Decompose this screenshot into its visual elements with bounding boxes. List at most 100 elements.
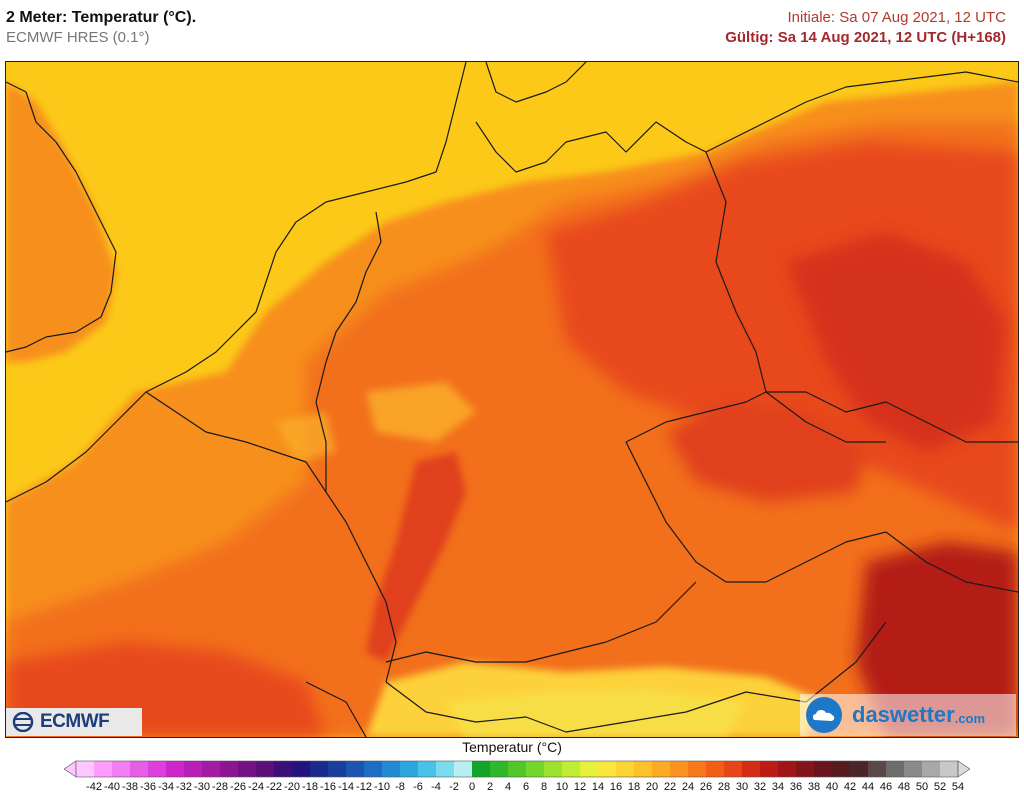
temperature-map[interactable]: [5, 61, 1019, 738]
alps-band-inner: [446, 690, 746, 737]
legend-tick-label: -12: [356, 781, 372, 793]
border-alps: [385, 621, 887, 733]
legend-tick-label: 46: [879, 781, 893, 793]
legend-tick-label: 30: [735, 781, 749, 793]
legend-swatch: [400, 761, 419, 777]
legend-tick-label: -34: [158, 781, 174, 793]
border-de-fr: [315, 361, 397, 683]
daswetter-logo-text: daswetter: [852, 702, 955, 727]
legend-tick-label: 0: [468, 781, 476, 793]
ecmwf-logo: ECMWF: [6, 708, 142, 736]
legend-swatch: [274, 761, 293, 777]
border-sk-hu: [885, 531, 1018, 593]
header-right: Initiale: Sa 07 Aug 2021, 12 UTC Gültig:…: [725, 8, 1006, 48]
legend-tick-label: 48: [897, 781, 911, 793]
legend-tick-label: 40: [825, 781, 839, 793]
header-left: 2 Meter: Temperatur (°C). ECMWF HRES (0.…: [6, 8, 196, 48]
legend-tick-label: 16: [609, 781, 623, 793]
legend-swatch: [598, 761, 617, 777]
legend-tick-label: 38: [807, 781, 821, 793]
legend-swatch: [580, 761, 599, 777]
legend-tick-label: -4: [431, 781, 441, 793]
legend-swatch: [814, 761, 833, 777]
legend-swatch: [202, 761, 221, 777]
legend-swatch: [940, 761, 959, 777]
legend-tick-label: -30: [194, 781, 210, 793]
legend-swatch: [112, 761, 131, 777]
legend-tick-label: -14: [338, 781, 354, 793]
legend-swatch: [886, 761, 905, 777]
legend-swatch: [850, 761, 869, 777]
denmark-coast: [485, 62, 587, 103]
legend-swatch: [670, 761, 689, 777]
legend-swatch: [328, 761, 347, 777]
legend-tick-label: 8: [540, 781, 548, 793]
legend-tick-label: 32: [753, 781, 767, 793]
legend-swatch: [454, 761, 473, 777]
legend-tick-label: -10: [374, 781, 390, 793]
legend-tick-label: -6: [413, 781, 423, 793]
legend-tick-label: -2: [449, 781, 459, 793]
hills-light: [366, 382, 476, 442]
border-de-cz: [625, 391, 886, 443]
legend-colorbar: [64, 760, 970, 778]
legend-tick-label: -8: [395, 781, 405, 793]
legend-tick-label: -36: [140, 781, 156, 793]
valid-time: Gültig: Sa 14 Aug 2021, 12 UTC (H+168): [725, 29, 1006, 46]
legend-swatch: [616, 761, 635, 777]
legend-swatch: [634, 761, 653, 777]
legend-tick-label: -32: [176, 781, 192, 793]
border-de-at: [385, 581, 697, 663]
land-darkred-hungary: [856, 542, 1018, 737]
continent-coastline: [6, 62, 467, 503]
legend-tick-label: 2: [486, 781, 494, 793]
legend-swatch: [130, 761, 149, 777]
legend-title: Temperatur (°C): [462, 739, 562, 755]
land-deepred-poland: [786, 232, 1006, 452]
legend-swatch: [238, 761, 257, 777]
uk-coastline: [6, 81, 117, 353]
legend-swatch: [148, 761, 167, 777]
legend-arrow-low: [64, 760, 77, 778]
legend-swatch: [742, 761, 761, 777]
legend-swatch: [184, 761, 203, 777]
legend-swatch: [490, 761, 509, 777]
legend-swatch: [652, 761, 671, 777]
legend-swatch: [418, 761, 437, 777]
legend-tick-label: -26: [230, 781, 246, 793]
legend-tick-label: 6: [522, 781, 530, 793]
hills-light-2: [276, 412, 336, 462]
border-fr-ch: [305, 681, 367, 737]
legend-swatch: [346, 761, 365, 777]
daswetter-logo[interactable]: daswetter .com: [800, 694, 1016, 736]
legend-swatch: [310, 761, 329, 777]
legend-swatch: [436, 761, 455, 777]
legend-tick-label: -24: [248, 781, 264, 793]
legend-swatch: [832, 761, 851, 777]
legend-tick-label: -20: [284, 781, 300, 793]
legend-ticks: -42 -40 -38 -36 -34 -32 -30 -28 -26 -24 -22 -20 -18-…: [0, 781, 1024, 797]
legend-tick-label: 12: [573, 781, 587, 793]
legend-arrow-high: [957, 760, 970, 778]
legend-swatch: [868, 761, 887, 777]
legend-swatch: [778, 761, 797, 777]
legend-swatch: [472, 761, 491, 777]
initial-time: Initiale: Sa 07 Aug 2021, 12 UTC: [787, 9, 1006, 26]
baltic-coastline: [475, 71, 1018, 173]
legend-outline: [75, 760, 959, 778]
legend-tick-label: -16: [320, 781, 336, 793]
legend-tick-label: -28: [212, 781, 228, 793]
legend-swatch: [382, 761, 401, 777]
legend-tick-label: 52: [933, 781, 947, 793]
map-title: 2 Meter: Temperatur (°C).: [6, 9, 197, 26]
legend-swatch: [922, 761, 941, 777]
legend-tick-label: 26: [699, 781, 713, 793]
legend-swatch: [904, 761, 923, 777]
legend-swatch: [94, 761, 113, 777]
legend-swatch: [526, 761, 545, 777]
legend-tick-label: -38: [122, 781, 138, 793]
ecmwf-logo-icon: [12, 712, 34, 732]
legend-tick-label: 24: [681, 781, 695, 793]
uk-land: [6, 82, 116, 362]
legend-tick-label: 10: [555, 781, 569, 793]
